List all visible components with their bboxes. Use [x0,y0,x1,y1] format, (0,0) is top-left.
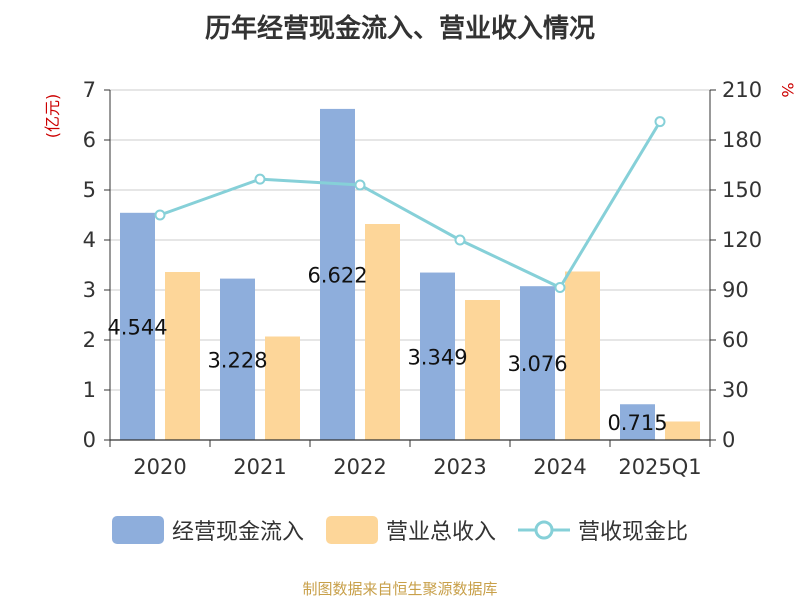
data-label-cash-inflow: 3.076 [507,352,567,376]
ratio-point [654,116,666,128]
bar-cash-inflow [620,404,655,440]
right-axis-tick-label: 30 [722,378,749,402]
data-label-cash-inflow: 0.715 [607,411,667,435]
legend-swatch-cash-inflow [111,516,164,544]
data-label-cash-inflow: 6.622 [307,263,367,287]
right-axis-tick-label: 60 [722,328,749,352]
right-axis-tick-label: 180 [722,128,762,152]
chart-title: 历年经营现金流入、营业收入情况 [204,14,595,44]
grid-lines [110,89,710,391]
right-axis-tick-label: 90 [722,278,749,302]
bar-cash-inflow [320,108,355,441]
left-axis-tick-label: 1 [83,378,96,402]
legend-label-cash-inflow: 经营现金流入 [171,520,304,545]
bar-revenue [465,300,500,440]
ratio-point [254,173,266,185]
source-note: 制图数据来自恒生聚源数据库 [302,580,498,598]
bars [120,108,700,441]
ratio-line [154,116,666,293]
data-label-cash-inflow: 3.349 [407,345,467,369]
left-axis-tick-label: 0 [83,428,96,452]
left-axis-tick-label: 5 [83,178,96,202]
x-axis-tick-label: 2020 [133,455,186,479]
bar-cash-inflow [220,278,255,440]
data-label-cash-inflow: 4.544 [107,315,167,339]
legend-item-cash-inflow[interactable]: 经营现金流入 [111,514,304,546]
x-axis-tick-label: 2022 [333,455,386,479]
ratio-point [454,234,466,246]
bar-revenue [565,271,600,440]
data-label-cash-inflow: 3.228 [207,348,267,372]
left-axis-tick-label: 7 [83,78,96,102]
right-axis-label: % [778,82,797,97]
x-axis-tick-label: 2024 [533,455,586,479]
bar-cash-inflow [520,286,555,440]
legend-item-revenue[interactable]: 营业总收入 [325,514,496,546]
left-axis-tick-label: 2 [83,328,96,352]
right-axis-tick-label: 0 [722,428,735,452]
legend-swatch-revenue [325,516,378,544]
bar-revenue [665,421,700,440]
ratio-point [354,179,366,191]
legend-label-ratio: 营收现金比 [578,520,689,545]
bar-cash-inflow [120,212,155,440]
legend-label-revenue: 营业总收入 [385,520,496,545]
bar-revenue [165,272,200,440]
bar-revenue [265,336,300,440]
bar-cash-inflow [420,272,455,440]
data-labels: 4.544 3.228 6.622 3.349 3.076 0.715 [107,263,667,435]
right-axis-tick-label: 150 [722,178,762,202]
ratio-point [554,282,566,293]
legend-item-ratio[interactable]: 营收现金比 [518,514,688,546]
x-axis-tick-label: 2025Q1 [618,455,701,479]
legend-line-marker-icon [518,520,570,540]
x-axis-tick-label: 2021 [233,455,286,479]
left-axis-label: (亿元) [43,94,62,139]
axes: 0 1 2 3 4 5 6 7 0 30 60 90 120 150 180 210 (亿元)% 2020 2021… [43,78,797,479]
left-axis-tick-label: 4 [83,228,96,252]
legend: 经营现金流入 营业总收入 营收现金比 [0,514,800,546]
ratio-line-path [159,120,662,290]
left-axis-tick-label: 3 [83,278,96,302]
ratio-point [154,209,166,221]
x-axis-tick-label: 2023 [433,455,486,479]
bar-revenue [365,224,400,440]
right-axis-tick-label: 120 [722,228,762,252]
left-axis-tick-label: 6 [83,128,96,152]
right-axis-tick-label: 210 [722,78,762,102]
